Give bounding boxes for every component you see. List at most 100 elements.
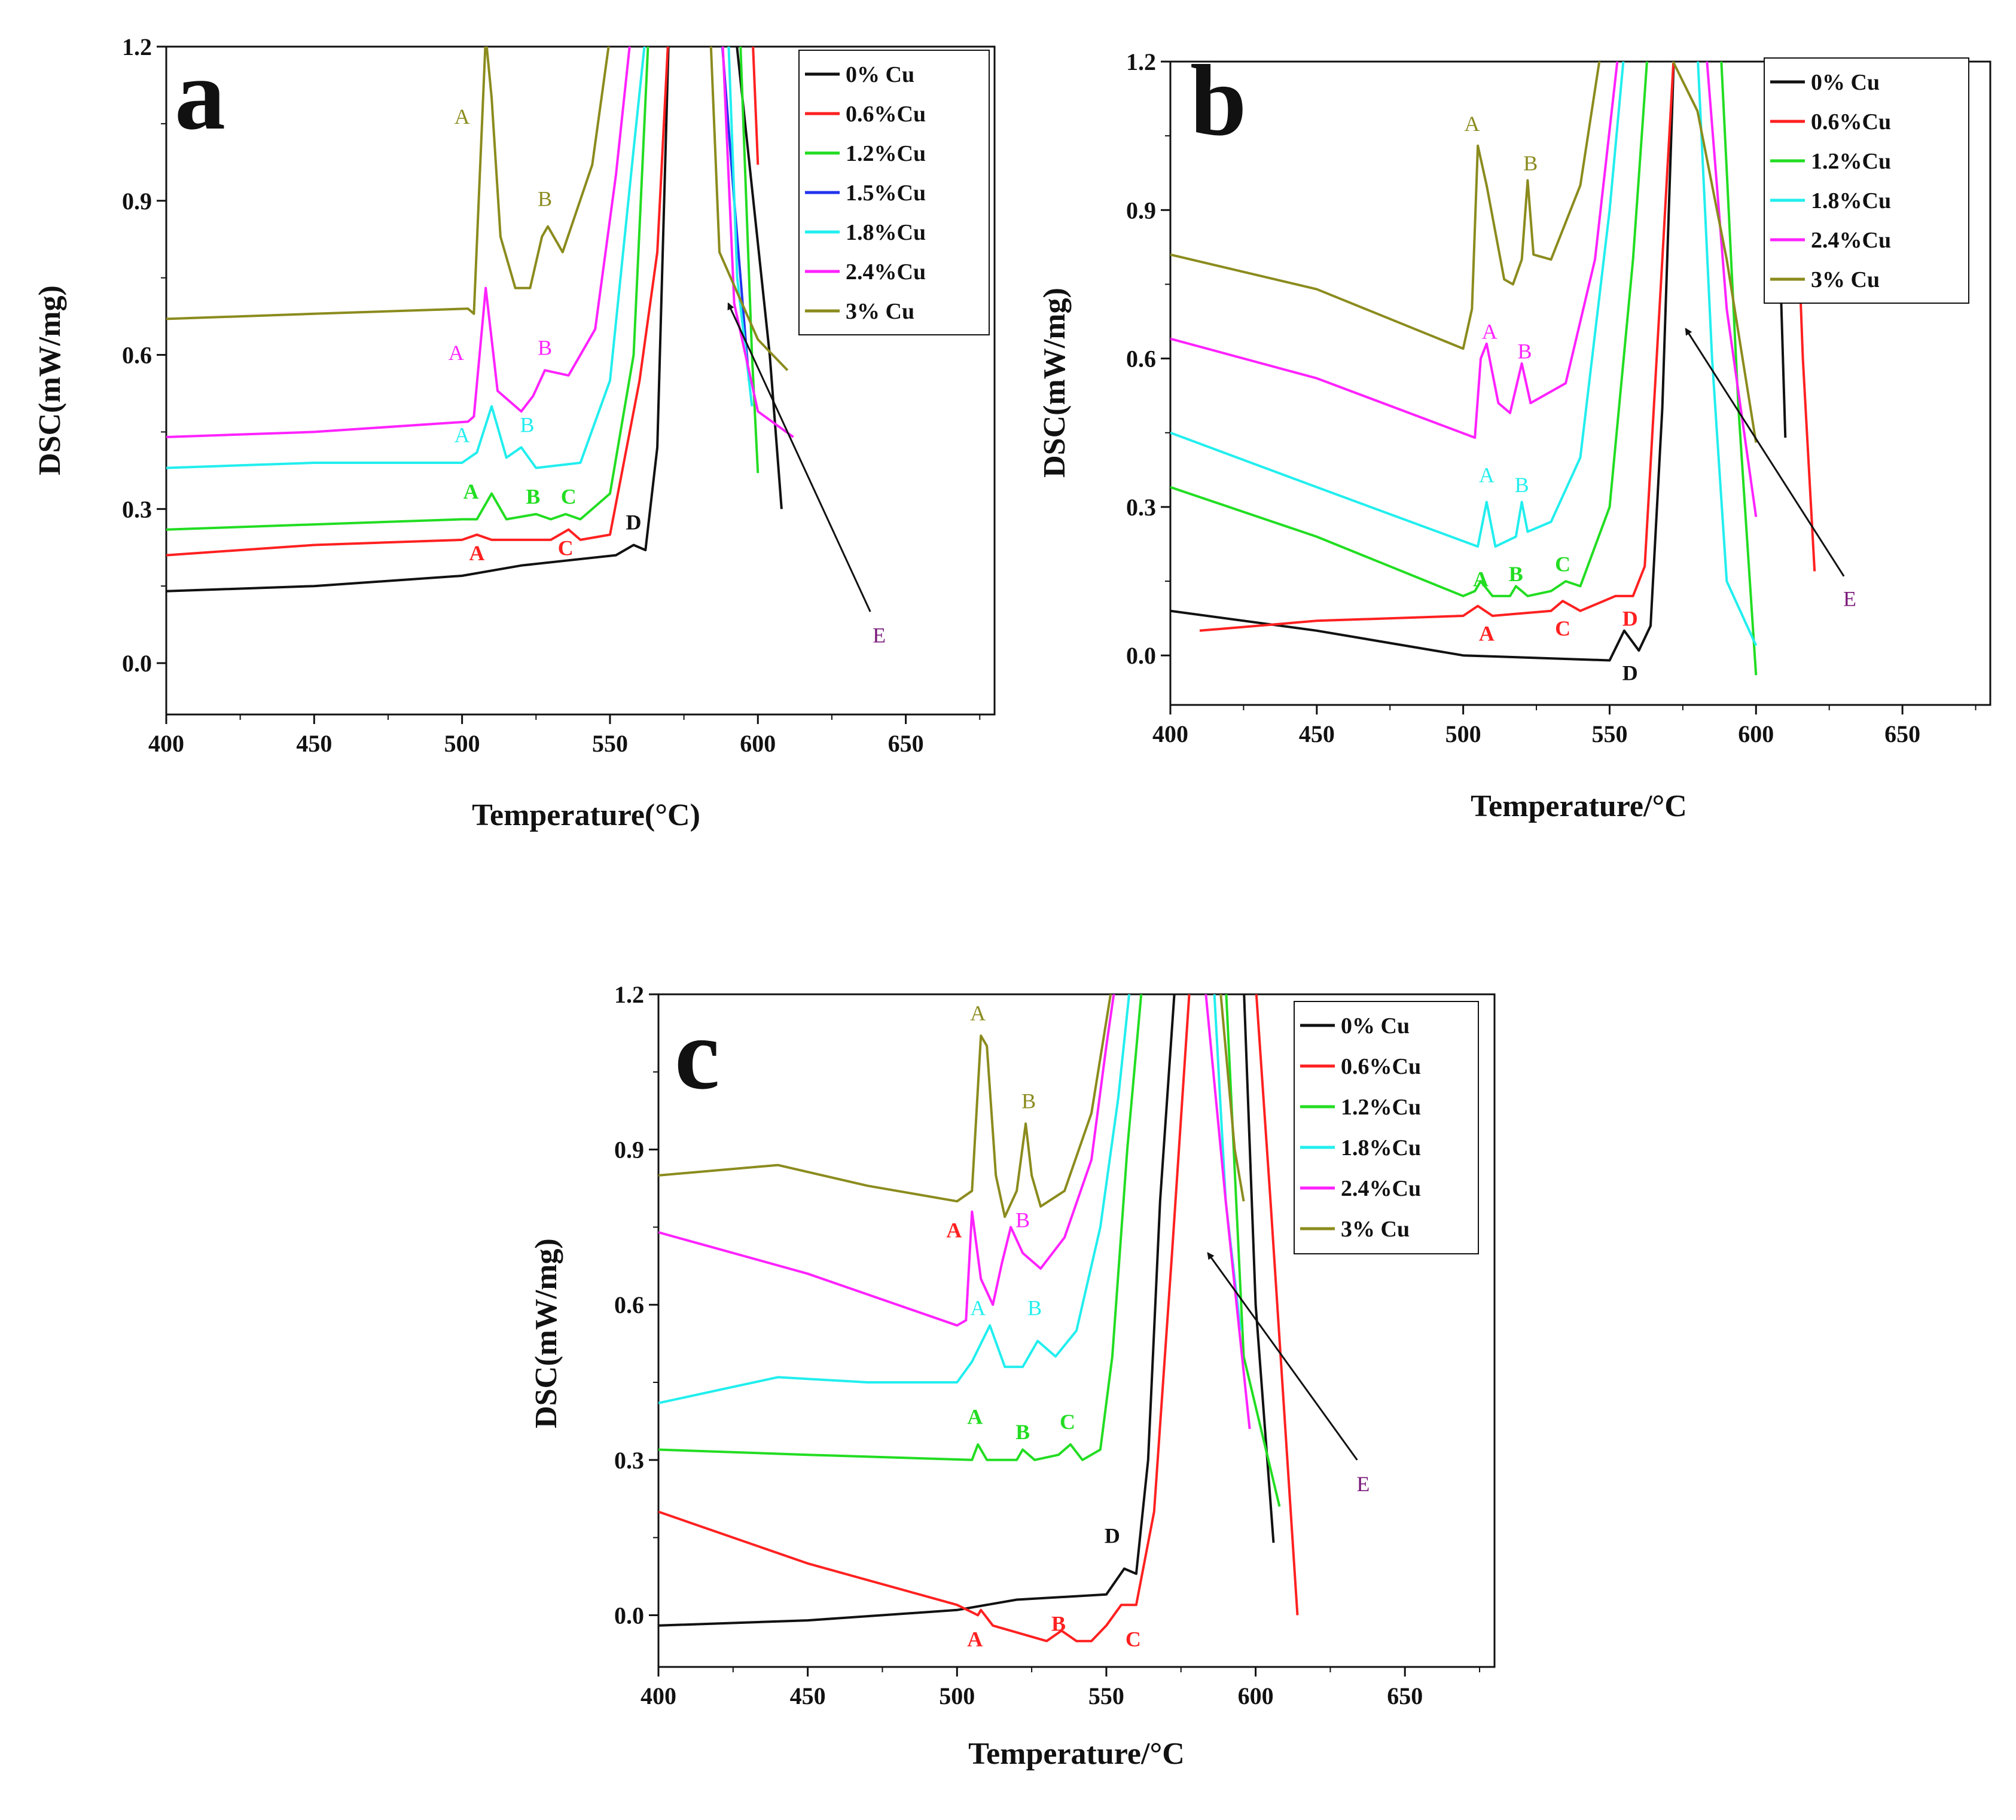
y-tick-label: 1.2 [1126, 48, 1156, 75]
legend-label: 2.4%Cu [1811, 228, 1891, 253]
peak-annotation: B [538, 336, 552, 360]
peak-annotation: A [967, 1627, 983, 1651]
series-line-2 [658, 994, 1281, 1507]
series-line-6 [166, 47, 789, 371]
legend-box [1764, 57, 1969, 304]
x-tick-label: 600 [1238, 1682, 1274, 1709]
y-tick-label: 0.6 [122, 342, 152, 369]
plot-frame [1169, 60, 1991, 706]
x-tick-label: 650 [1884, 720, 1920, 747]
x-tick-label: 450 [790, 1682, 826, 1709]
legend-label: 3% Cu [1811, 267, 1880, 292]
peak-annotation: A [469, 541, 484, 565]
series-line-0 [658, 994, 1275, 1627]
peak-annotation: D [1622, 607, 1638, 631]
peak-annotation: C [1555, 552, 1570, 576]
series-line-5 [658, 994, 1245, 1219]
legend-label: 3% Cu [1341, 1217, 1410, 1242]
arrow-e [1685, 328, 1845, 577]
peak-annotation: B [538, 187, 552, 210]
peak-annotation: A [970, 1001, 986, 1025]
series-line-4 [658, 994, 1251, 1430]
series-line-2 [1170, 62, 1758, 676]
legend-label: 0% Cu [846, 62, 914, 87]
legend-label: 0% Cu [1811, 70, 1880, 95]
peak-annotation: D [626, 511, 642, 535]
series-line-5 [166, 47, 794, 438]
legend-label: 1.8%Cu [846, 220, 926, 245]
x-tick-label: 550 [1088, 1682, 1124, 1709]
peak-annotation: B [1051, 1611, 1066, 1635]
x-tick-label: 450 [1299, 720, 1335, 747]
panel-letter: c [675, 998, 719, 1110]
x-tick-label: 650 [888, 730, 924, 757]
peak-annotation: C [1555, 616, 1570, 640]
peak-annotation: A [1473, 567, 1489, 591]
peak-annotation: B [1523, 151, 1538, 175]
peak-annotation: C [558, 536, 574, 560]
x-tick-label: 550 [592, 730, 628, 757]
x-tick-label: 400 [148, 730, 184, 757]
legend-label: 2.4%Cu [846, 259, 926, 285]
peak-annotation: A [1479, 463, 1495, 487]
peak-annotation: D [1622, 661, 1638, 685]
y-tick-label: 0.0 [122, 650, 152, 677]
y-tick-label: 0.6 [614, 1291, 644, 1318]
panel-c: 400 450 500 550 600 650 0.0 0.3 0.6 0.9 1.2 Tempera… [529, 981, 1496, 1771]
y-tick-label: 0.9 [1126, 197, 1156, 224]
peak-annotation: A [946, 1219, 962, 1242]
peak-annotation: B [1021, 1089, 1036, 1113]
peak-annotation: A [967, 1404, 983, 1428]
peak-annotation: A [455, 105, 470, 129]
x-tick-label: 500 [444, 730, 480, 757]
x-tick-label: 550 [1591, 720, 1627, 747]
y-axis-label: DSC(mW/mg) [33, 285, 67, 475]
peak-annotation: C [1060, 1410, 1075, 1434]
peak-annotation: A [1464, 112, 1480, 136]
y-tick-label: 0.3 [122, 496, 152, 523]
legend: 0% Cu 0.6%Cu 1.2%Cu 1.8%Cu 2.4%Cu 3% Cu [1764, 57, 1969, 304]
peak-annotation: A [449, 341, 464, 365]
series-line-4 [1170, 62, 1758, 517]
peak-annotation: A [455, 423, 470, 447]
x-tick-label: 400 [1152, 720, 1188, 747]
x-tick-label: 500 [939, 1682, 975, 1709]
series-line-3 [1170, 62, 1758, 646]
arrow-e [727, 302, 871, 612]
y-tick-label: 0.3 [1126, 494, 1156, 521]
series-line-3 [658, 994, 1242, 1404]
plot-frame [657, 993, 1496, 1668]
y-tick-label: 0.0 [614, 1602, 644, 1629]
x-tick-label: 500 [1445, 720, 1481, 747]
x-axis-label: Temperature/°C [1471, 789, 1687, 823]
x-axis-label: Temperature(°C) [472, 798, 700, 832]
panel-a: 400 450 500 550 600 650 0.0 0.3 0.6 0.9 1.2 Tempera… [33, 33, 996, 832]
peak-annotation: E [873, 624, 886, 648]
series-line-1 [1199, 62, 1816, 632]
x-tick-label: 450 [296, 730, 332, 757]
y-tick-label: 1.2 [122, 33, 152, 60]
x-axis-label: Temperature/°C [968, 1737, 1185, 1771]
x-tick-label: 650 [1387, 1682, 1423, 1709]
legend-label: 1.8%Cu [1811, 188, 1891, 213]
legend-label: 0.6%Cu [846, 102, 926, 127]
peak-annotation: A [970, 1296, 986, 1320]
series-line-1 [166, 47, 760, 557]
peak-annotation: E [1843, 587, 1856, 610]
y-axis-label: DSC(mW/mg) [1038, 288, 1072, 478]
series-group [658, 994, 1299, 1642]
legend-label: 3% Cu [846, 299, 914, 324]
x-tick-label: 400 [641, 1682, 676, 1709]
x-tick-label: 600 [1738, 720, 1774, 747]
peak-annotation: A [463, 480, 478, 503]
legend-box [1294, 1001, 1479, 1254]
peak-annotation: B [1015, 1420, 1030, 1444]
y-tick-label: 0.9 [614, 1137, 644, 1164]
series-group [1170, 62, 1816, 676]
peak-annotation: B [1517, 340, 1532, 364]
legend-label: 0.6%Cu [1811, 109, 1891, 135]
legend-label: 1.2%Cu [1811, 149, 1891, 174]
series-line-4 [166, 47, 754, 469]
y-axis-label: DSC(mW/mg) [529, 1238, 563, 1428]
y-tick-label: 0.9 [122, 188, 152, 215]
